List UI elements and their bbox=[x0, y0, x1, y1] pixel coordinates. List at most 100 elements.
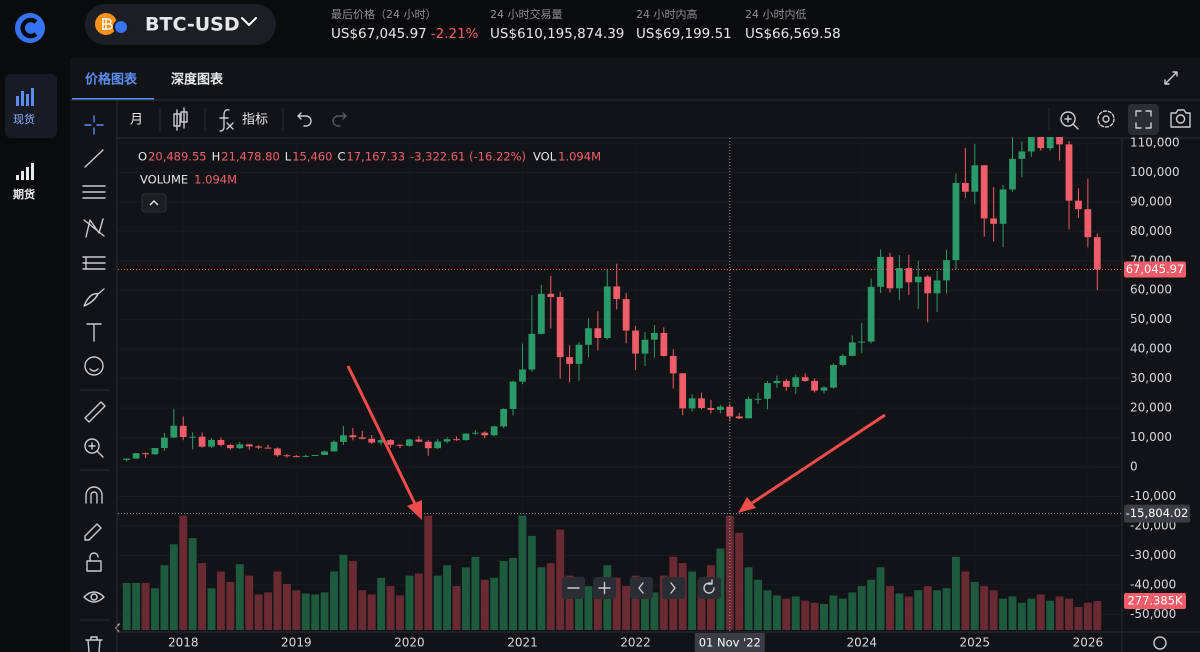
camera-icon[interactable] bbox=[1170, 109, 1191, 128]
lock-tool[interactable] bbox=[86, 552, 102, 572]
y-tick-label: 30,000 bbox=[1130, 371, 1172, 385]
candle-body bbox=[641, 339, 649, 354]
y-tick-label: 0 bbox=[1130, 460, 1138, 474]
candle-body bbox=[123, 458, 131, 460]
y-tick-label: 110,000 bbox=[1130, 135, 1180, 149]
candle-body bbox=[226, 444, 234, 449]
ruler-tool[interactable] bbox=[84, 401, 106, 423]
volume-bar bbox=[141, 582, 150, 630]
pair-selector[interactable] bbox=[85, 4, 276, 45]
zoom-icon[interactable] bbox=[1060, 111, 1079, 130]
candle-body bbox=[500, 408, 508, 427]
emoji-tool[interactable] bbox=[89, 368, 99, 372]
volume-bar bbox=[1055, 596, 1064, 630]
stat-label: 24 小时内高 bbox=[636, 7, 698, 21]
volume-bar bbox=[886, 586, 894, 630]
annotations bbox=[346, 365, 886, 520]
volume-bar bbox=[207, 588, 216, 630]
fx-icon[interactable] bbox=[219, 109, 234, 132]
scroll-right[interactable] bbox=[662, 577, 685, 599]
fullscreen-selected[interactable] bbox=[1128, 104, 1159, 135]
volume-bar bbox=[386, 586, 395, 630]
nav-label[interactable]: 期货 bbox=[13, 187, 35, 201]
hide-tools[interactable] bbox=[115, 623, 120, 633]
volume-bar bbox=[933, 590, 942, 630]
candle-body bbox=[660, 332, 668, 356]
chevron[interactable] bbox=[241, 17, 257, 26]
volume-bar bbox=[499, 561, 508, 630]
settings-icon[interactable] bbox=[1097, 110, 1115, 128]
candle-body bbox=[858, 341, 866, 343]
candle-type-icon[interactable] bbox=[173, 107, 188, 131]
candle-body bbox=[161, 437, 168, 449]
fib-tool[interactable] bbox=[82, 256, 106, 270]
candle-body bbox=[811, 380, 818, 391]
tab[interactable]: 深度图表 bbox=[171, 72, 224, 88]
volume-bar bbox=[461, 567, 470, 630]
price-label-bg bbox=[1124, 261, 1186, 278]
candle-body bbox=[1056, 137, 1063, 145]
zoom-tool[interactable] bbox=[88, 442, 104, 458]
candle-body bbox=[142, 453, 149, 455]
candle-body bbox=[490, 426, 498, 436]
candle-body bbox=[236, 444, 244, 449]
magnet-tool[interactable] bbox=[85, 486, 103, 504]
candle-body bbox=[745, 398, 753, 419]
volume-bar bbox=[188, 538, 197, 630]
candle-body bbox=[566, 357, 573, 364]
candle-body bbox=[471, 432, 479, 434]
volume-bar bbox=[810, 602, 819, 630]
candle-body bbox=[886, 256, 894, 289]
candle-body bbox=[358, 437, 366, 439]
candle-body bbox=[679, 373, 687, 409]
volume-bar bbox=[867, 579, 876, 630]
legend-toggle[interactable] bbox=[141, 193, 167, 213]
collapse-icon[interactable] bbox=[1164, 71, 1178, 85]
volume-bar bbox=[264, 592, 273, 630]
candle-body bbox=[839, 355, 847, 365]
indicators[interactable]: 指标 bbox=[242, 113, 268, 128]
undo-icon[interactable] bbox=[297, 112, 312, 127]
fullscreen-icon[interactable] bbox=[1135, 110, 1152, 129]
stat-value: US$66,569.58 bbox=[745, 26, 841, 42]
candle-body bbox=[481, 432, 489, 436]
redo-icon[interactable] bbox=[332, 112, 347, 127]
line-tool[interactable] bbox=[84, 149, 104, 168]
candle-body bbox=[424, 441, 432, 449]
pair-name[interactable]: BTC-USD bbox=[145, 14, 240, 36]
volume-label: 277.385K bbox=[1127, 594, 1183, 608]
volume-bar bbox=[245, 575, 254, 630]
brush-tool[interactable] bbox=[83, 288, 105, 307]
reset[interactable] bbox=[698, 577, 721, 599]
volume-bar bbox=[509, 557, 518, 630]
volume-bar bbox=[801, 600, 810, 630]
scroll-left[interactable] bbox=[630, 577, 653, 599]
y-tick-label: 100,000 bbox=[1130, 165, 1180, 179]
emoji-tool[interactable] bbox=[84, 356, 104, 376]
hlines-tool[interactable] bbox=[82, 185, 106, 199]
volume-bar bbox=[122, 582, 131, 630]
candle-body bbox=[867, 286, 875, 342]
candle-body bbox=[415, 439, 423, 442]
delete-tool[interactable] bbox=[85, 636, 103, 652]
text-tool[interactable] bbox=[86, 323, 102, 342]
tab[interactable]: 价格图表 bbox=[85, 72, 138, 88]
volume-bar bbox=[311, 594, 320, 630]
candle-body bbox=[387, 440, 394, 445]
candle-body bbox=[801, 377, 809, 381]
axis-settings[interactable] bbox=[1153, 636, 1167, 650]
interval[interactable]: 月 bbox=[130, 113, 143, 128]
volume-bar bbox=[970, 581, 979, 630]
zoom-tool[interactable] bbox=[84, 438, 100, 454]
stat-label: 24 小时交易量 bbox=[490, 7, 563, 21]
candle-body bbox=[990, 218, 998, 224]
pattern-tool[interactable] bbox=[83, 218, 105, 238]
candle-body bbox=[274, 448, 281, 456]
visibility-tool[interactable] bbox=[83, 591, 105, 603]
volume-bar bbox=[754, 579, 763, 630]
lock-draw-tool[interactable] bbox=[84, 523, 102, 541]
crosshair-tool[interactable] bbox=[84, 115, 104, 135]
settings-icon[interactable] bbox=[1102, 115, 1110, 123]
nav-label[interactable]: 现货 bbox=[13, 112, 35, 126]
legend-text: H bbox=[212, 150, 221, 164]
